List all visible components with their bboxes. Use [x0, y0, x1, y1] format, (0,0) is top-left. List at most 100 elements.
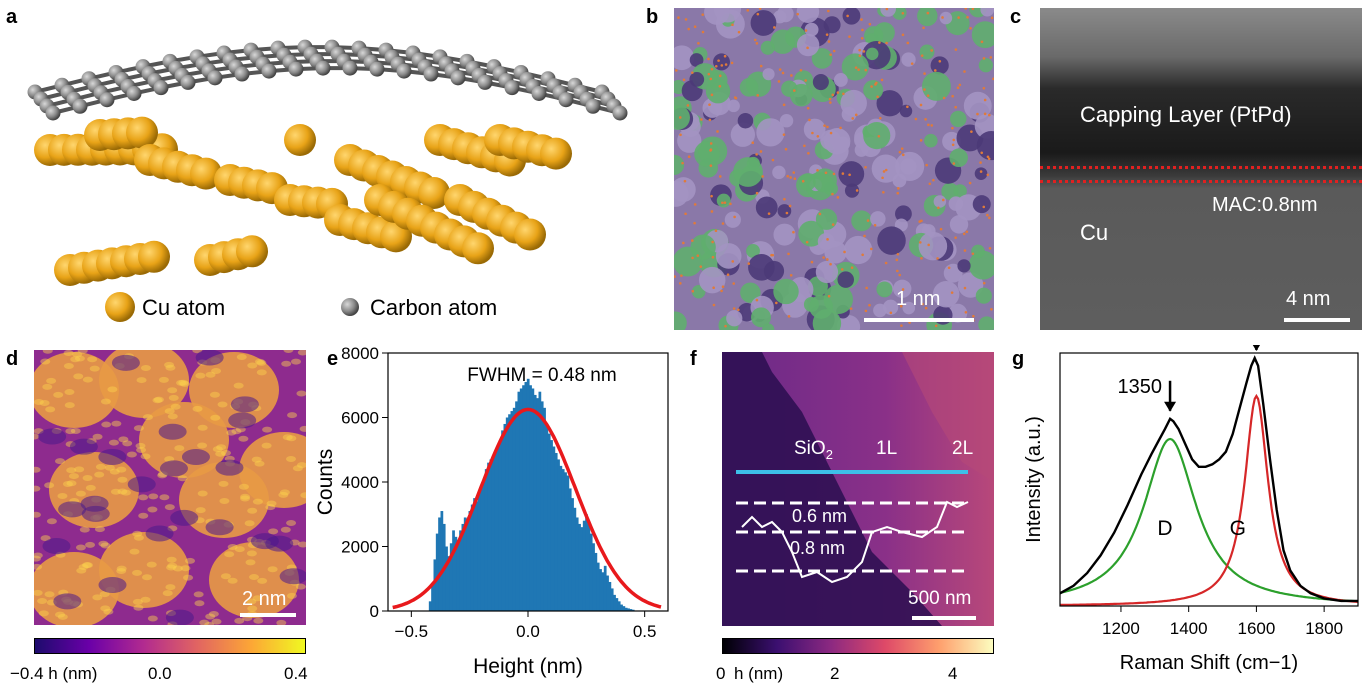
sio2-region — [722, 352, 942, 626]
histogram-bar — [468, 511, 472, 611]
afm-depression — [230, 396, 259, 413]
surface-feature — [838, 161, 865, 187]
lattice-dot — [831, 192, 834, 196]
lattice-dot — [770, 253, 773, 257]
lattice-dot — [901, 33, 905, 37]
surface-feature — [870, 211, 886, 227]
afm-ripple — [197, 442, 208, 449]
step-height-2-label: 0.8 nm — [790, 538, 846, 558]
afm-ripple — [140, 365, 151, 372]
afm-ripple — [141, 574, 152, 581]
afm-depression — [53, 593, 82, 610]
histogram-bar — [587, 523, 591, 611]
afm-ripple — [62, 480, 73, 487]
lattice-dot — [885, 41, 888, 45]
histogram-bar — [459, 530, 462, 611]
surface-feature — [779, 114, 794, 128]
histogram-bar — [554, 452, 558, 611]
histogram-bar — [571, 498, 574, 611]
afm-ripple — [279, 489, 290, 496]
histogram-bar — [433, 559, 437, 611]
lattice-dot — [674, 275, 676, 278]
x-tick-label: 1400 — [1170, 619, 1208, 638]
afm-ripple — [268, 528, 279, 535]
lattice-dot — [963, 70, 966, 73]
histogram-bar — [594, 552, 598, 611]
carbon-atom — [261, 63, 277, 79]
afm-ripple — [217, 401, 228, 408]
histogram-bar — [622, 606, 626, 611]
lattice-dot — [899, 304, 903, 308]
surface-feature — [892, 8, 907, 20]
lattice-dot — [707, 72, 711, 76]
histogram-bar — [601, 572, 605, 611]
surface-feature — [917, 8, 938, 27]
surface-feature — [930, 56, 949, 75]
surface-feature — [815, 208, 838, 230]
lattice-dot — [896, 252, 900, 256]
afm-ripple — [224, 551, 235, 558]
afm-ripple — [240, 493, 251, 500]
histogram-bar — [512, 407, 516, 611]
afm-ripple — [247, 507, 258, 514]
lattice-dot — [733, 96, 737, 99]
lattice-dot — [866, 219, 870, 222]
afm-ripple — [167, 413, 178, 420]
afm-ripple — [193, 591, 204, 598]
histogram-bar — [627, 608, 630, 611]
afm-ripple — [34, 552, 43, 559]
lattice-dot — [787, 315, 791, 318]
lattice-dot — [877, 134, 881, 138]
histogram-bar — [501, 430, 504, 611]
histogram-bar — [496, 446, 500, 611]
histogram-bar — [573, 507, 577, 611]
surface-feature — [777, 8, 794, 23]
histogram-bar — [550, 440, 553, 611]
afm-ripple — [180, 565, 191, 572]
histogram-bar — [624, 607, 628, 611]
lattice-dot — [701, 13, 705, 16]
lattice-dot — [923, 88, 926, 91]
surface-feature — [812, 168, 837, 193]
lattice-dot — [771, 158, 775, 162]
afm-ripple — [261, 442, 272, 449]
afm-ripple — [299, 425, 306, 432]
gaussian-fit-line — [392, 407, 662, 610]
lattice-dot — [792, 171, 796, 174]
surface-feature — [949, 148, 968, 168]
lattice-dot — [714, 229, 718, 233]
carbon-atom — [342, 60, 358, 76]
lattice-dot — [919, 139, 923, 142]
lattice-dot — [846, 14, 849, 18]
lattice-dot — [957, 16, 960, 19]
surface-feature — [751, 307, 771, 328]
afm-depression — [158, 423, 187, 440]
afm-ripple — [116, 466, 127, 473]
afm-ripple — [185, 557, 196, 564]
afm-ripple — [286, 592, 297, 599]
lattice-dot — [737, 308, 740, 312]
histogram-bar — [438, 517, 441, 611]
surface-feature — [698, 266, 726, 294]
lattice-dot — [816, 169, 819, 172]
surface-feature — [674, 311, 687, 330]
histogram-bar — [529, 385, 532, 611]
surface-feature — [730, 122, 756, 147]
lattice-dot — [980, 40, 984, 44]
lattice-dot — [826, 9, 830, 13]
histogram-bar — [568, 488, 572, 611]
surface-feature — [924, 133, 938, 148]
afm-ripple — [46, 377, 57, 384]
afm-ripple — [290, 358, 301, 365]
surface-feature — [882, 299, 899, 315]
afm-ripple — [34, 563, 43, 570]
surface-feature — [949, 215, 969, 234]
afm-ripple — [63, 350, 74, 356]
afm-ripple — [286, 456, 297, 463]
histogram-bar — [440, 511, 444, 611]
afm-ripple — [199, 619, 210, 625]
afm-ripple — [253, 617, 264, 624]
afm-ripple — [179, 380, 190, 387]
lattice-dot — [823, 124, 826, 127]
lattice-dot — [873, 223, 877, 227]
